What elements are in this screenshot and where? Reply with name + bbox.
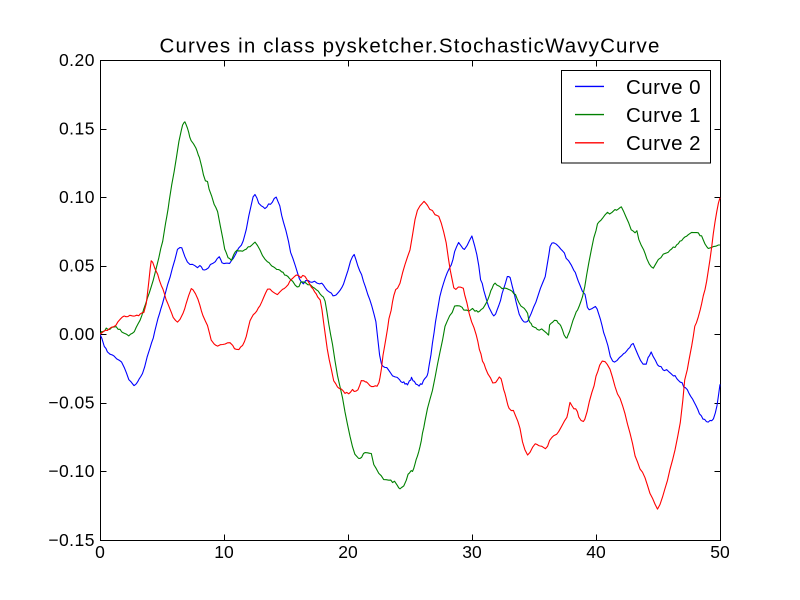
svg-text:50: 50 bbox=[710, 542, 730, 562]
svg-text:−0.15: −0.15 bbox=[48, 530, 95, 550]
svg-text:10: 10 bbox=[214, 542, 234, 562]
svg-text:0.10: 0.10 bbox=[59, 187, 95, 207]
svg-text:Curves in class pysketcher.Sto: Curves in class pysketcher.StochasticWav… bbox=[159, 35, 660, 58]
svg-text:40: 40 bbox=[586, 542, 606, 562]
svg-text:Curve 2: Curve 2 bbox=[626, 132, 701, 155]
svg-text:Curve 1: Curve 1 bbox=[626, 104, 701, 127]
svg-text:30: 30 bbox=[462, 542, 482, 562]
svg-text:0: 0 bbox=[95, 542, 105, 562]
svg-text:20: 20 bbox=[338, 542, 358, 562]
svg-text:Curve 0: Curve 0 bbox=[626, 76, 701, 99]
svg-text:0.15: 0.15 bbox=[59, 118, 95, 138]
svg-text:−0.10: −0.10 bbox=[48, 461, 95, 481]
svg-text:−0.05: −0.05 bbox=[48, 393, 95, 413]
svg-text:0.00: 0.00 bbox=[59, 324, 95, 344]
svg-text:0.05: 0.05 bbox=[59, 256, 95, 276]
svg-text:0.20: 0.20 bbox=[59, 50, 95, 70]
